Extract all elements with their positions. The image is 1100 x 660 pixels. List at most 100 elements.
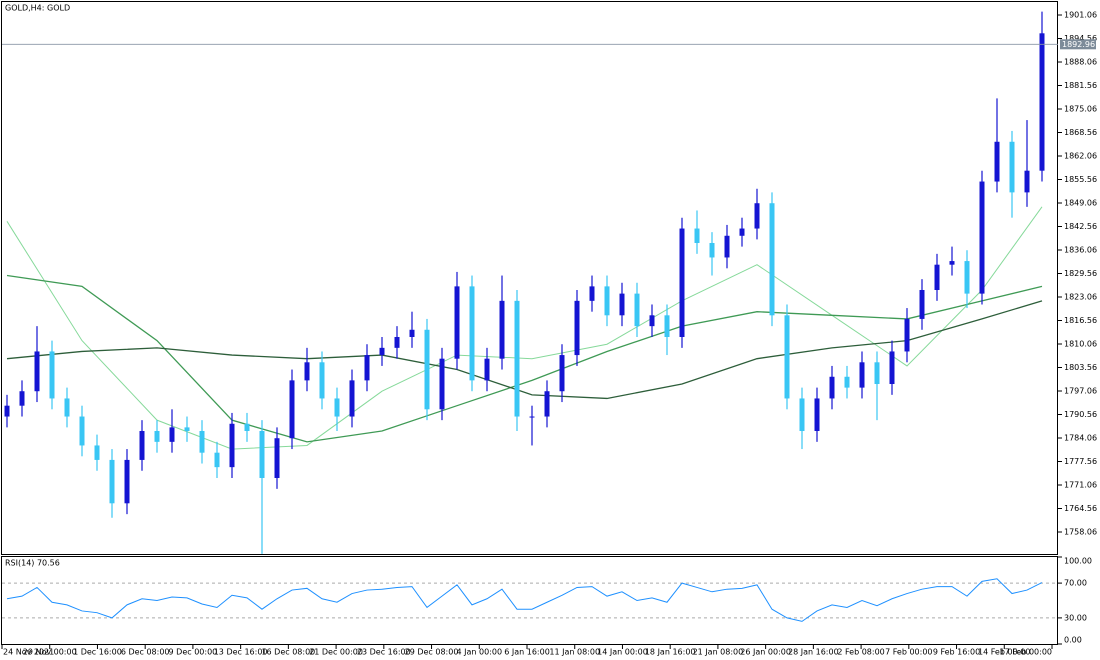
x-tick-label: 4 Jan 00:00	[456, 648, 502, 657]
candle-body	[934, 264, 940, 290]
y-tick-label: 30.00	[1064, 613, 1087, 622]
y-tick-label: 1823.06	[1064, 293, 1097, 302]
y-tick-label: 100.00	[1064, 557, 1092, 566]
x-tick-label: 18 Jan 16:00	[645, 648, 696, 657]
x-tick-label: 9 Dec 00:00	[169, 648, 218, 657]
chart-title: GOLD,H4: GOLD	[5, 4, 70, 13]
candle-body	[739, 228, 745, 236]
candle-body	[184, 427, 190, 431]
y-tick-label: 1875.06	[1064, 105, 1097, 114]
x-tick-label: 21 Jan 08:00	[693, 648, 744, 657]
candle-body	[619, 293, 625, 316]
candle-body	[439, 358, 445, 410]
candle-body	[499, 300, 505, 359]
x-tick-label: 29 Nov 00:00	[23, 648, 77, 657]
x-tick-label: 21 Dec 00:00	[309, 648, 363, 657]
candle-body	[649, 315, 655, 327]
x-tick-label: 28 Jan 16:00	[788, 648, 839, 657]
candle-body	[844, 376, 850, 388]
y-tick-label: 1797.06	[1064, 387, 1097, 396]
candle-body	[589, 286, 595, 301]
candle-body	[319, 362, 325, 399]
candle-body	[949, 261, 955, 265]
candle-body	[994, 141, 1000, 182]
candle-body	[484, 358, 490, 381]
candle-body	[334, 398, 340, 417]
candle-body	[1039, 33, 1045, 171]
candle-body	[469, 286, 475, 381]
y-tick-label: 1888.06	[1064, 58, 1097, 67]
y-tick-label: 1777.56	[1064, 457, 1097, 466]
candle-body	[424, 329, 430, 410]
candle-body	[904, 318, 910, 352]
candle-body	[1009, 141, 1015, 193]
candle-body	[889, 351, 895, 384]
candle-body	[799, 398, 805, 431]
y-tick-label: 1849.06	[1064, 199, 1097, 208]
candle-body	[64, 398, 70, 417]
y-tick-label: 1836.06	[1064, 246, 1097, 255]
candle-body	[109, 459, 115, 504]
candle-body	[529, 416, 535, 418]
y-tick-label: 1881.56	[1064, 81, 1097, 90]
y-tick-label: 1816.56	[1064, 316, 1097, 325]
candle-body	[724, 235, 730, 258]
candle-body	[364, 355, 370, 381]
candle-body	[694, 228, 700, 243]
x-tick-label: 23 Dec 16:00	[357, 648, 411, 657]
candle-body	[349, 380, 355, 417]
y-tick-label: 1810.06	[1064, 340, 1097, 349]
x-tick-label: 2 Feb 08:00	[837, 648, 884, 657]
x-tick-label: 6 Dec 08:00	[121, 648, 170, 657]
candle-body	[769, 203, 775, 316]
candle-body	[259, 430, 265, 478]
rsi-panel	[1, 556, 1058, 645]
candle-body	[709, 242, 715, 258]
candle-body	[784, 315, 790, 399]
x-tick-label: 16 Dec 08:00	[261, 648, 315, 657]
y-tick-label: 1842.56	[1064, 222, 1097, 231]
candle-body	[49, 351, 55, 399]
candle-body	[814, 398, 820, 431]
x-tick-label: 17 Feb 00:00	[1000, 648, 1052, 657]
x-tick-label: 6 Jan 16:00	[504, 648, 550, 657]
x-tick-label: 24 Nov 2021	[3, 648, 54, 657]
candle-body	[574, 300, 580, 356]
y-tick-label: 1784.06	[1064, 434, 1097, 443]
candle-body	[229, 423, 235, 468]
candle-body	[964, 261, 970, 294]
candle-body	[679, 228, 685, 337]
rsi-title: RSI(14) 70.56	[5, 559, 60, 568]
x-tick-label: 14 Jan 00:00	[597, 648, 648, 657]
candle-body	[544, 391, 550, 417]
x-tick-label: 1 Dec 16:00	[73, 648, 122, 657]
rsi-line	[6, 578, 1043, 622]
candle-body	[409, 329, 415, 337]
x-tick-label: 26 Jan 00:00	[740, 648, 791, 657]
y-tick-label: 1758.06	[1064, 528, 1097, 537]
main-panel	[1, 1, 1058, 555]
candle-body	[859, 362, 865, 388]
candle-body	[289, 380, 295, 439]
moving-average	[6, 274, 1043, 443]
candle-body	[919, 289, 925, 319]
candle-body	[754, 203, 760, 229]
candle-body	[634, 293, 640, 327]
y-tick-label: 1862.06	[1064, 152, 1097, 161]
candle-body	[94, 445, 100, 460]
candle-body	[4, 405, 10, 417]
x-tick-label: 14 Feb 00:00	[978, 648, 1030, 657]
candle-body	[124, 459, 130, 504]
candle-body	[604, 286, 610, 316]
candle-body	[79, 416, 85, 446]
y-tick-label: 1829.56	[1064, 269, 1097, 278]
candle-body	[514, 300, 520, 417]
x-tick-label: 7 Feb 00:00	[885, 648, 932, 657]
candle-body	[829, 376, 835, 399]
candle-body	[19, 391, 25, 406]
y-tick-label: 1764.56	[1064, 504, 1097, 513]
y-tick-label: 1803.56	[1064, 363, 1097, 372]
candle-body	[154, 430, 160, 442]
